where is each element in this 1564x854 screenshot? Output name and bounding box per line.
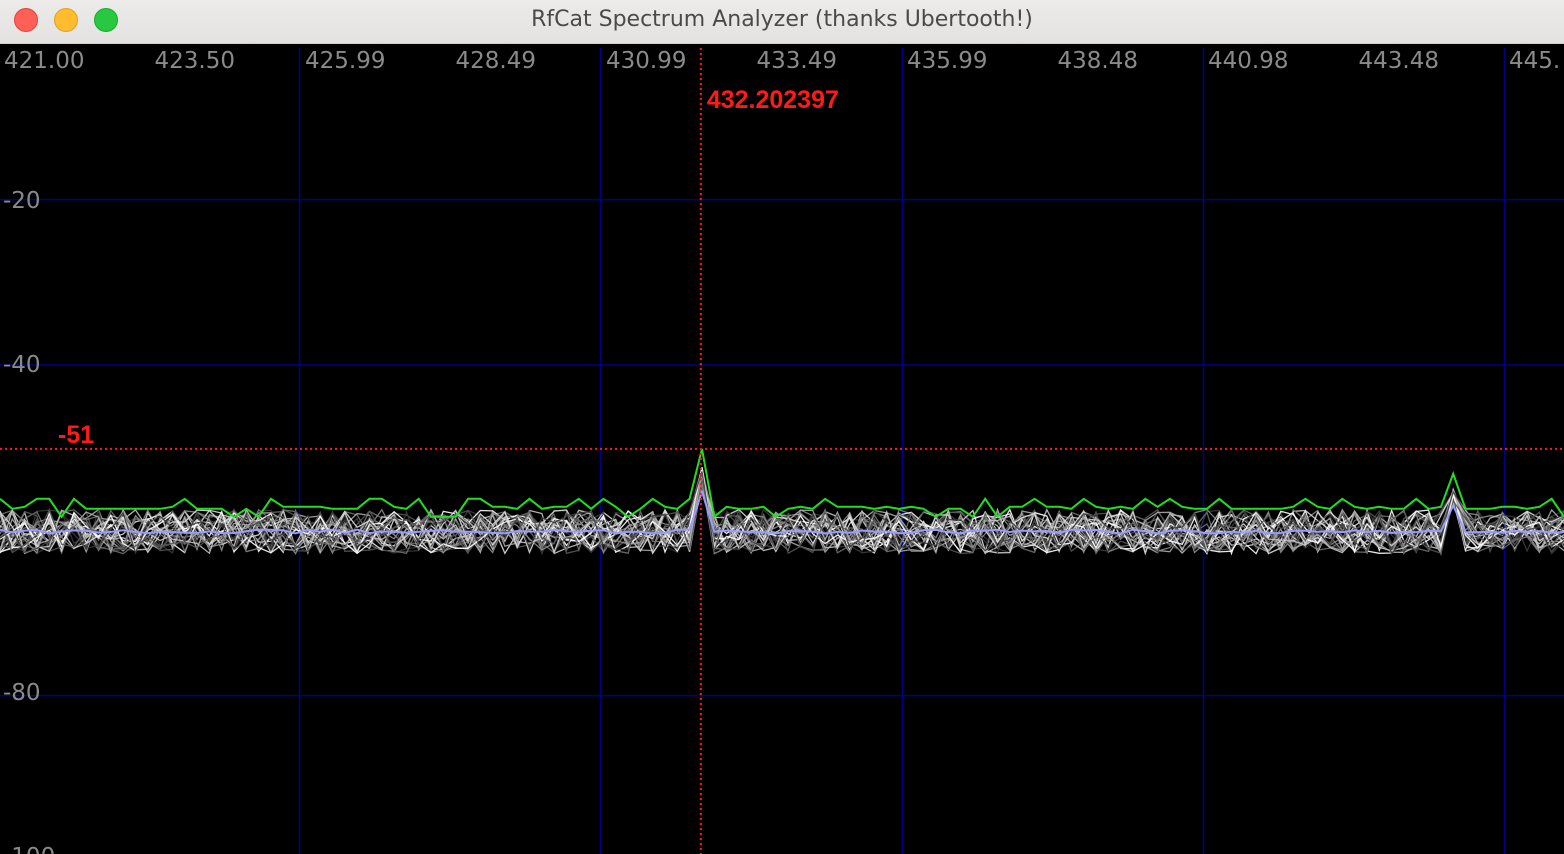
trace-line <box>0 471 1564 555</box>
minimize-button[interactable] <box>54 8 78 32</box>
trace-line <box>0 473 1564 555</box>
trace-line <box>0 480 1564 555</box>
x-tick-label: 435.99 <box>907 48 987 74</box>
y-tick-label: -100 <box>3 844 55 854</box>
trace-history <box>0 467 1564 557</box>
y-tick-label: -40 <box>3 352 41 378</box>
marker-level-label: -51 <box>58 421 94 449</box>
grid <box>0 48 1564 854</box>
max-hold-trace <box>0 448 1564 519</box>
x-tick-label: 423.50 <box>155 48 235 74</box>
spectrum-canvas[interactable]: 432.202397-51 421.00 423.50 425.99 428.49 43… <box>0 48 1564 854</box>
x-tick-label: 438.48 <box>1058 48 1138 74</box>
trace-line <box>0 480 1564 555</box>
max-hold-line <box>0 448 1564 519</box>
x-tick-label: 430.99 <box>606 48 686 74</box>
average-trace <box>0 488 1564 535</box>
y-tick-label: -20 <box>3 188 41 214</box>
peak-marker: 432.202397 -51 <box>0 48 1564 854</box>
marker-frequency-label: 432.202397 <box>707 86 839 114</box>
spectrum-plot[interactable]: 432.202397 -51 421.00 423.50 425.99 428.49 43… <box>0 48 1564 854</box>
x-tick-label: 421.00 <box>4 48 84 74</box>
x-tick-label: 425.99 <box>305 48 385 74</box>
zoom-button[interactable] <box>94 8 118 32</box>
trace-line <box>0 470 1564 556</box>
x-tick-label: 433.49 <box>757 48 837 74</box>
trace-line <box>0 467 1564 554</box>
y-tick-label: -80 <box>3 680 41 706</box>
title-bar[interactable]: RfCat Spectrum Analyzer (thanks Ubertoot… <box>0 0 1564 44</box>
trace-line <box>0 473 1564 556</box>
x-tick-label: 428.49 <box>456 48 536 74</box>
window-title: RfCat Spectrum Analyzer (thanks Ubertoot… <box>531 7 1033 32</box>
x-tick-label: 443.48 <box>1359 48 1439 74</box>
close-button[interactable] <box>14 8 38 32</box>
axis-labels: 421.00 423.50 425.99 428.49 430.99 433.49 435.… <box>3 48 1560 854</box>
x-tick-label: 440.98 <box>1208 48 1288 74</box>
average-line <box>0 488 1564 535</box>
x-tick-label: 445. <box>1509 48 1560 74</box>
